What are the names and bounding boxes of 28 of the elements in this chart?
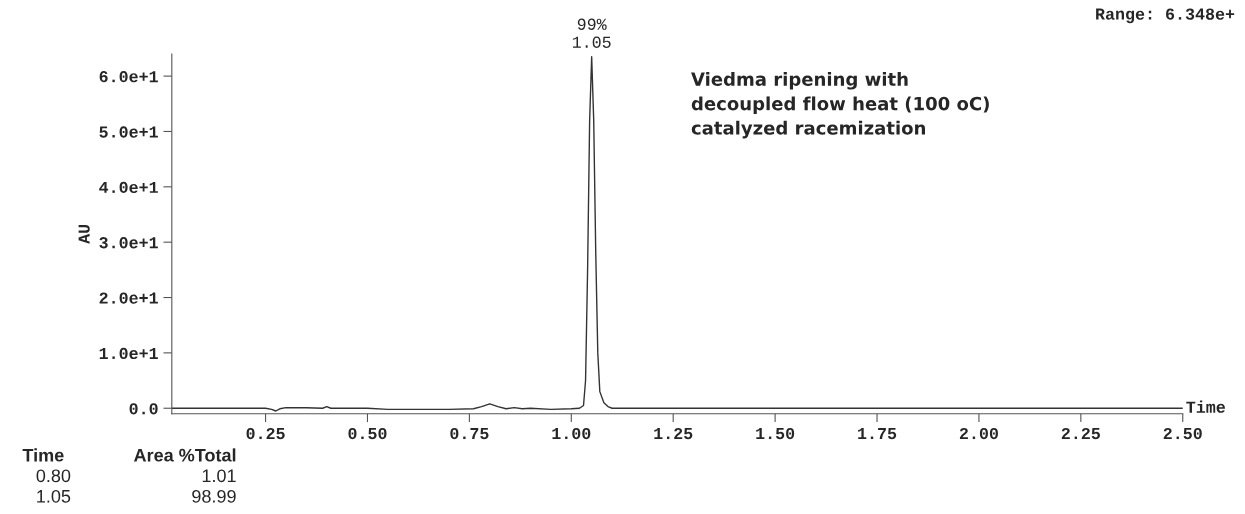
- y-tick-label: 2.0e+1: [99, 292, 158, 304]
- y-tick-label: 6.0e+1: [99, 71, 158, 83]
- text: Area %Total: [133, 448, 236, 462]
- y-axis-title: AU: [78, 224, 90, 244]
- y-tick-label: 0.0: [129, 403, 158, 415]
- x-tick-label: 1.00: [552, 427, 591, 440]
- x-tick-label: 2.00: [959, 427, 998, 440]
- text: 1.01: [202, 469, 236, 483]
- annotation: 99% 1.05: [572, 18, 611, 48]
- text: 0.80: [36, 469, 71, 483]
- annotation: Viedma ripening with decoupled flow heat (100 oC) catalyzed racemization: [691, 71, 989, 139]
- y-tick-label: 5.0e+1: [99, 126, 158, 138]
- x-tick-label: 1.75: [858, 428, 897, 440]
- y-tick-label: 3.0e+1: [99, 237, 158, 249]
- y-tick-label: 1.0e+1: [99, 347, 158, 360]
- text: Range: 6.348e+: [1096, 8, 1235, 24]
- text: 1.05: [37, 489, 71, 503]
- text: Time: [22, 448, 64, 462]
- x-tick-label: 2.50: [1163, 427, 1202, 440]
- y-tick-label: 4.0e+1: [99, 181, 158, 194]
- x-tick-label: 1.25: [654, 427, 693, 440]
- x-tick-label: 0.25: [246, 427, 285, 440]
- x-tick-label: 1.50: [756, 427, 795, 440]
- x-tick-label: 0.75: [450, 427, 489, 440]
- text: 98.99: [192, 489, 236, 503]
- x-axis-title: Time: [1186, 400, 1225, 413]
- x-tick-label: 2.25: [1061, 427, 1100, 440]
- x-tick-label: 0.50: [348, 427, 387, 440]
